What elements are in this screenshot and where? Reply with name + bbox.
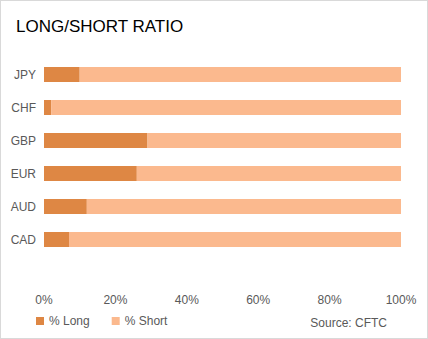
svg-text:% Long: % Long bbox=[49, 314, 90, 328]
svg-text:Source: CFTC: Source: CFTC bbox=[310, 316, 387, 330]
svg-text:EUR: EUR bbox=[11, 167, 37, 181]
svg-text:0%: 0% bbox=[35, 293, 53, 307]
svg-text:CHF: CHF bbox=[11, 101, 36, 115]
svg-text:JPY: JPY bbox=[14, 68, 36, 82]
svg-text:20%: 20% bbox=[103, 293, 127, 307]
svg-text:GBP: GBP bbox=[11, 134, 36, 148]
svg-text:40%: 40% bbox=[175, 293, 199, 307]
svg-text:100%: 100% bbox=[386, 293, 417, 307]
svg-text:LONG/SHORT RATIO: LONG/SHORT RATIO bbox=[16, 17, 183, 36]
svg-text:AUD: AUD bbox=[11, 200, 37, 214]
svg-text:60%: 60% bbox=[246, 293, 270, 307]
svg-text:% Short: % Short bbox=[125, 314, 168, 328]
svg-text:80%: 80% bbox=[318, 293, 342, 307]
svg-text:CAD: CAD bbox=[11, 233, 37, 247]
